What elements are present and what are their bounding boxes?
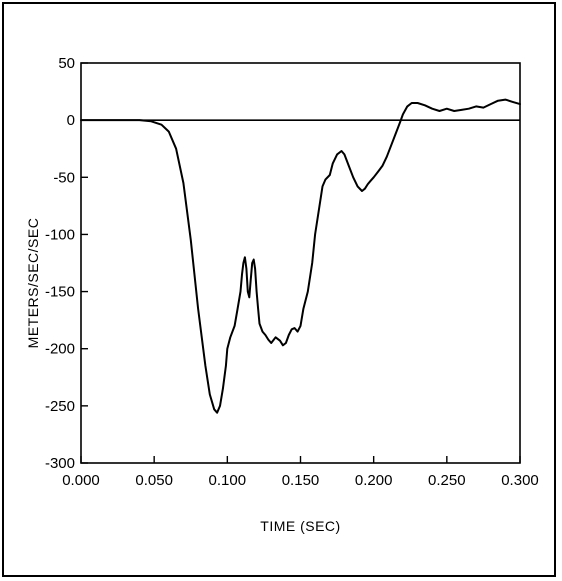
x-tick-label: 0.150 bbox=[282, 472, 320, 489]
series-line bbox=[80, 98, 521, 414]
y-tick-label: 50 bbox=[58, 55, 75, 72]
x-tick-label: 0.000 bbox=[62, 472, 100, 489]
x-tick-label: 0.300 bbox=[501, 472, 539, 489]
y-axis-title: METERS/SEC/SEC bbox=[25, 218, 41, 349]
x-tick-label: 0.050 bbox=[135, 472, 173, 489]
y-tick-label: -50 bbox=[53, 169, 75, 186]
plot-area-frame bbox=[80, 62, 521, 464]
y-tick-label: 0 bbox=[67, 112, 75, 129]
x-tick-label: 0.100 bbox=[209, 472, 247, 489]
plot-layer bbox=[80, 62, 521, 464]
y-tick-label: -100 bbox=[45, 226, 75, 243]
x-axis-title: TIME (SEC) bbox=[260, 518, 340, 534]
x-tick-label: 0.250 bbox=[428, 472, 466, 489]
y-tick-group: 50 0 -50 -100 -150 -200 -250 -300 bbox=[45, 55, 88, 472]
x-tick-label: 0.200 bbox=[355, 472, 393, 489]
x-tick-group: 0.000 0.050 0.100 0.150 0.200 0.250 0.300 bbox=[62, 456, 539, 489]
y-tick-label: -250 bbox=[45, 398, 75, 415]
y-tick-label: -300 bbox=[45, 455, 75, 472]
y-tick-label: -150 bbox=[45, 284, 75, 301]
y-tick-label: -200 bbox=[45, 341, 75, 358]
figure-frame bbox=[2, 2, 556, 577]
